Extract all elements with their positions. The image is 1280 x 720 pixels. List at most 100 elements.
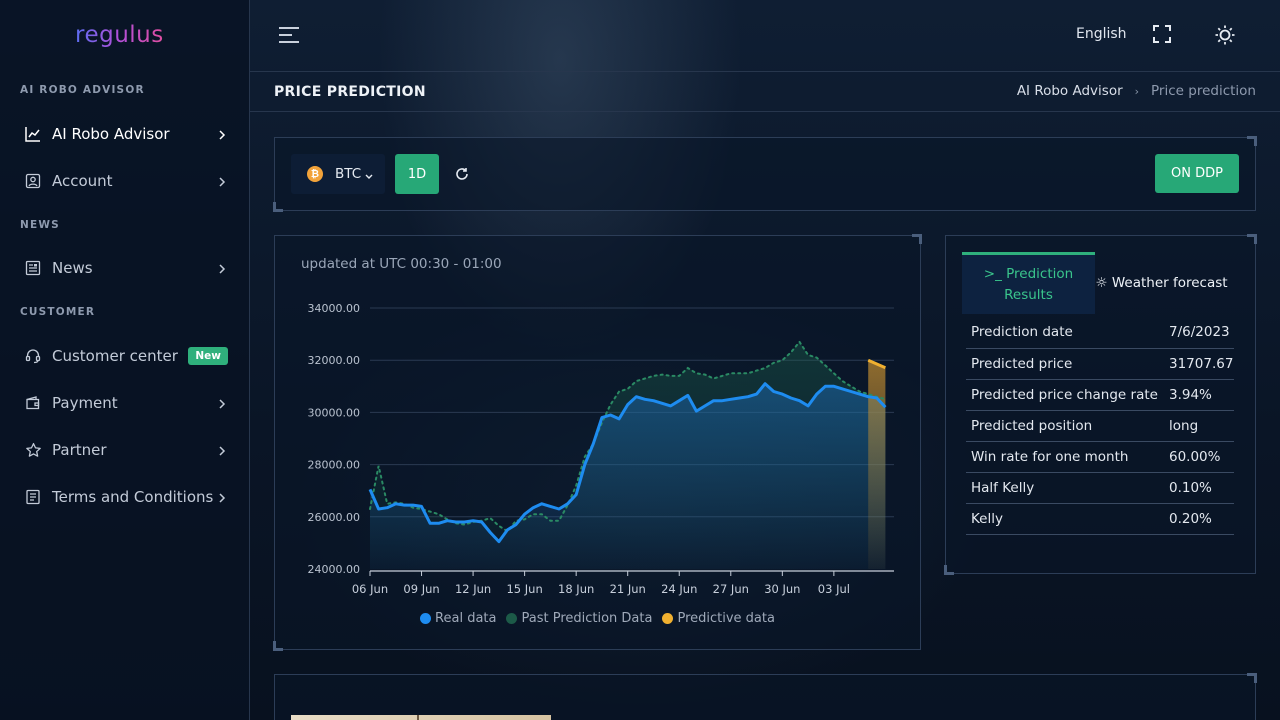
legend-item-real[interactable]: Real data [420,611,496,626]
row-label: Prediction date [966,317,1164,349]
headset-icon [22,345,44,367]
sidebar: regulus AI ROBO ADVISOR AI Robo Advisor … [0,0,250,720]
prediction-tabs: >_ Prediction Results ☼ Weather forecast [962,252,1228,314]
newspaper-icon [22,257,44,279]
terminal-icon: >_ [983,265,1002,282]
wallet-icon [22,392,44,414]
row-label: Predicted price [966,348,1164,380]
y-tick-label: 30000.00 [308,406,361,419]
x-tick-label: 12 Jun [455,582,491,596]
row-value: 0.20% [1164,503,1234,535]
prediction-table: Prediction date 7/6/2023 Predicted price 31… [966,317,1234,535]
chevron-down-icon [365,165,373,184]
sidebar-item-payment[interactable]: Payment [16,385,234,421]
row-value: 3.94% [1164,379,1234,411]
panel-corner [273,641,283,651]
sidebar-item-customer-center[interactable]: Customer center New [16,338,234,374]
sidebar-item-label: Terms and Conditions [52,488,214,506]
chevron-right-icon [218,394,226,413]
chevron-right-icon [218,488,226,507]
real-data-area [370,383,886,569]
sidebar-item-label: News [52,259,93,277]
weather-icon: ☼ [1095,274,1108,291]
x-tick-label: 15 Jun [506,582,542,596]
real-data-line [368,382,887,544]
sidebar-item-label: AI Robo Advisor [52,125,170,143]
y-tick-label: 28000.00 [308,459,361,472]
sidebar-item-partner[interactable]: Partner [16,432,234,468]
row-label: Win rate for one month [966,441,1164,473]
row-label: Kelly [966,503,1164,535]
fullscreen-icon[interactable] [1152,24,1172,48]
document-icon [22,486,44,508]
panel-corner [1247,673,1257,683]
table-row: Prediction date 7/6/2023 [966,317,1234,349]
row-value: 31707.67 [1164,348,1234,380]
sidebar-item-label: Partner [52,441,107,459]
x-tick-label: 30 Jun [764,582,800,596]
preview-image [291,715,551,720]
breadcrumb-link[interactable]: AI Robo Advisor [1016,83,1123,99]
page-title: PRICE PREDICTION [274,84,426,100]
table-row: Kelly 0.20% [966,503,1234,535]
panel-corner [1247,234,1257,244]
bitcoin-icon: ₿ [307,166,323,182]
theme-toggle-icon[interactable] [1214,24,1236,50]
x-tick-label: 09 Jun [403,582,439,596]
panel-corner [1247,136,1257,146]
chevron-right-icon [218,172,226,191]
bottom-panel [274,673,1257,720]
predictive-data-line [867,358,887,370]
sidebar-item-news[interactable]: News [16,250,234,286]
prediction-panel: >_ Prediction Results ☼ Weather forecast… [944,234,1257,575]
predictive-data-area [868,360,886,569]
row-label: Predicted price change rate [966,379,1164,411]
page-header: PRICE PREDICTION AI Robo Advisor › Price… [250,72,1280,112]
sidebar-item-label: Payment [52,394,118,412]
chevron-right-icon: › [1134,84,1140,98]
row-value: 0.10% [1164,472,1234,504]
y-tick-label: 34000.00 [308,302,361,315]
star-icon [22,439,44,461]
table-row: Half Kelly 0.10% [966,472,1234,504]
tab-weather-forecast[interactable]: ☼ Weather forecast [1095,274,1228,291]
chart-line-icon [22,123,44,145]
language-selector[interactable]: English [1076,26,1127,42]
sidebar-item-ai-robo-advisor[interactable]: AI Robo Advisor [16,116,234,152]
price-chart: 34000.00 32000.00 30000.00 28000.00 26000.00… [308,302,894,596]
breadcrumb: AI Robo Advisor › Price prediction [1017,83,1256,99]
table-row: Win rate for one month 60.00% [966,441,1234,473]
coin-select[interactable]: ₿ BTC [291,154,385,194]
refresh-icon[interactable] [455,166,469,185]
sidebar-item-label: Customer center [52,347,178,365]
interval-button[interactable]: 1D [395,154,439,194]
on-ddp-button[interactable]: ON DDP [1155,154,1239,193]
user-box-icon [22,170,44,192]
row-label: Predicted position [966,410,1164,442]
x-tick-label: 06 Jun [352,582,388,596]
x-tick-label: 18 Jun [558,582,594,596]
sidebar-item-terms[interactable]: Terms and Conditions [16,479,234,515]
breadcrumb-current: Price prediction [1151,83,1256,99]
menu-icon[interactable] [278,26,300,48]
legend-item-past[interactable]: Past Prediction Data [506,611,652,626]
updated-time: updated at UTC 00:30 - 01:00 [301,256,502,272]
x-tick-label: 24 Jun [661,582,697,596]
panel-corner [912,234,922,244]
row-label: Half Kelly [966,472,1164,504]
x-tick-label: 03 Jul [818,582,850,596]
sidebar-item-account[interactable]: Account [16,163,234,199]
row-value: long [1164,410,1234,442]
table-row: Predicted price 31707.67 [966,348,1234,380]
logo[interactable]: regulus [75,22,164,48]
chevron-right-icon [218,125,226,144]
tab-prediction-results[interactable]: >_ Prediction Results [962,252,1095,314]
panel-corner [273,202,283,212]
row-value: 7/6/2023 [1164,317,1234,349]
chevron-right-icon [218,259,226,278]
x-tick-label: 21 Jun [610,582,646,596]
x-tick-label: 27 Jun [713,582,749,596]
legend-item-predictive[interactable]: Predictive data [662,611,775,626]
y-tick-label: 24000.00 [308,563,361,576]
sidebar-item-label: Account [52,172,113,190]
